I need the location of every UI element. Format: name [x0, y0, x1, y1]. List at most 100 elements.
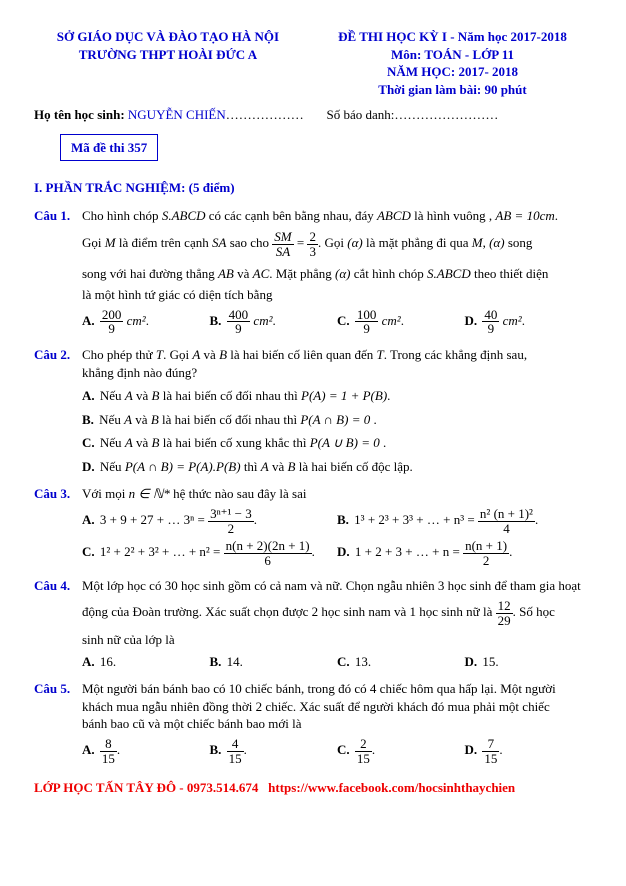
q1-ab: AB	[218, 266, 234, 281]
q5D-frac: 715	[482, 737, 499, 765]
q3D-t: n(n + 1)	[463, 539, 509, 554]
sbd-dots: ……………………	[394, 107, 498, 122]
q4A-lbl: A.	[82, 654, 95, 669]
q3-t1: Với mọi	[82, 486, 129, 501]
q4D-lbl: D.	[465, 654, 478, 669]
q4-l2b: . Số học	[513, 604, 555, 619]
q1-frac-sm-sa: SMSA	[272, 230, 293, 258]
q2-B1: B	[219, 347, 227, 362]
q3-label: Câu 3.	[34, 485, 82, 503]
header-right: ĐỀ THI HỌC KỲ I - Năm học 2017-2018 Môn:…	[313, 28, 592, 98]
q1A-dot: .	[146, 313, 149, 328]
q3B-left: 1³ + 2³ + 3³ + … + n³ =	[354, 512, 478, 527]
q5-options: A. 815. B. 415. C. 215. D. 715.	[82, 737, 592, 765]
q1-t4: .	[555, 208, 558, 223]
q2D-1: Nếu	[100, 459, 125, 474]
q4-optD: D. 15.	[465, 653, 593, 671]
q4B: 14	[227, 654, 240, 669]
q1D-u: cm²	[499, 313, 521, 328]
q2-T1: T	[156, 347, 163, 362]
q5-label: Câu 5.	[34, 680, 82, 733]
sbd-label: Số báo danh:	[327, 107, 395, 122]
q2C-A: A	[125, 435, 133, 450]
q1B-u: cm²	[250, 313, 272, 328]
q1A-frac: 2009	[100, 308, 124, 336]
q1-label: Câu 1.	[34, 207, 82, 304]
q1B-t: 400	[227, 308, 251, 323]
q2D-eq: P(A ∩ B) = P(A).P(B)	[125, 459, 241, 474]
q1A-t: 200	[100, 308, 124, 323]
q1-t16: theo thiết diện	[471, 266, 549, 281]
q3A-b: 2	[208, 522, 254, 536]
q5B-t: 4	[227, 737, 244, 752]
exam-code-box: Mã đề thi 357	[60, 134, 158, 162]
q3D-left: 1 + 2 + 3 + … + n =	[355, 544, 463, 559]
q1-sabcd2: S.ABCD	[427, 266, 471, 281]
q4C-lbl: C.	[337, 654, 350, 669]
q1C-b: 9	[355, 322, 379, 336]
q1-abcd: ABCD	[377, 208, 411, 223]
q2A-3: là hai biến cố đối nhau thì	[160, 388, 302, 403]
q5-body: Một người bán bánh bao có 10 chiếc bánh,…	[82, 680, 592, 733]
q1-t3: là hình vuông ,	[411, 208, 496, 223]
q3C-lbl: C.	[82, 544, 95, 559]
q3B-lbl: B.	[337, 512, 349, 527]
q4-optC: C. 13.	[337, 653, 465, 671]
question-1: Câu 1. Cho hình chóp S.ABCD có các cạnh …	[34, 207, 592, 304]
q3D-b: 2	[463, 554, 509, 568]
q2A-lbl: A.	[82, 388, 95, 403]
q2-t6: khẳng định nào đúng?	[82, 364, 592, 382]
dots: ………………	[226, 107, 304, 122]
q2B-3: là hai biến cố đối nhau thì	[159, 412, 301, 427]
q3C-dot: .	[312, 544, 315, 559]
student-label: Họ tên học sinh:	[34, 107, 128, 122]
q4D: 15	[482, 654, 495, 669]
q5-l1: Một người bán bánh bao có 10 chiếc bánh,…	[82, 680, 592, 698]
q4-optB: B. 14.	[210, 653, 338, 671]
q1-optC: C. 1009 cm².	[337, 308, 465, 336]
q4-options: A. 16. B. 14. C. 13. D. 15.	[82, 653, 592, 671]
q2D-A: A	[261, 459, 269, 474]
question-3: Câu 3. Với mọi n ∈ ℕ* hệ thức nào sau đâ…	[34, 485, 592, 503]
q4-frac: 1229	[496, 599, 513, 627]
q2C-dot: .	[380, 435, 387, 450]
q2A-dot: .	[387, 388, 390, 403]
q2B-A: A	[124, 412, 132, 427]
q3-row2: C. 1² + 2² + 3² + … + n² = n(n + 2)(2n +…	[82, 539, 592, 567]
q5C-dot: .	[372, 742, 375, 757]
q1-t13: và	[234, 266, 253, 281]
q5D-t: 7	[482, 737, 499, 752]
q1-alpha2: (α)	[489, 236, 504, 251]
q4C-dot: .	[368, 654, 371, 669]
q2A-A: A	[125, 388, 133, 403]
q2C-3: là hai biến cố xung khắc thì	[160, 435, 310, 450]
q1-t7: sao cho	[226, 236, 272, 251]
q5-l3: bánh bao cũ và một chiếc bánh bao mới là	[82, 715, 592, 733]
q1C-t: 100	[355, 308, 379, 323]
q3D-lbl: D.	[337, 544, 350, 559]
q2-optC: C. Nếu A và B là hai biến cố xung khắc t…	[82, 434, 592, 452]
q1-optB: B. 4009 cm².	[210, 308, 338, 336]
student-name: NGUYỄN CHIẾN	[128, 107, 226, 122]
lblD: D.	[465, 313, 478, 328]
q4-l3: sinh nữ của lớp là	[82, 632, 175, 647]
q3D-frac: n(n + 1)2	[463, 539, 509, 567]
q1-2: 2	[307, 230, 318, 245]
q5A-b: 15	[100, 752, 117, 766]
q3A-t: 3ⁿ⁺¹ − 3	[208, 507, 254, 522]
q3D-dot: .	[509, 544, 512, 559]
title-line-1: ĐỀ THI HỌC KỲ I - Năm học 2017-2018	[313, 28, 592, 46]
q5-l2: khách mua ngẫu nhiên đồng thời 2 chiếc. …	[82, 698, 592, 716]
q2D-2: thì	[241, 459, 261, 474]
title-line-4: Thời gian làm bài: 90 phút	[313, 81, 592, 99]
q5C-lbl: C.	[337, 742, 350, 757]
section-title: I. PHẦN TRẮC NGHIỆM: (5 điểm)	[34, 179, 592, 197]
q4D-dot: .	[495, 654, 498, 669]
q1-optA: A. 2009 cm².	[82, 308, 210, 336]
q3-t2: hệ thức nào sau đây là sai	[170, 486, 307, 501]
q3-row1: A. 3 + 9 + 27 + … 3ⁿ = 3ⁿ⁺¹ − 32. B. 1³ …	[82, 507, 592, 535]
lblB: B.	[210, 313, 222, 328]
q1C-frac: 1009	[355, 308, 379, 336]
q2-t2: . Gọi	[163, 347, 192, 362]
q3A-frac: 3ⁿ⁺¹ − 32	[208, 507, 254, 535]
